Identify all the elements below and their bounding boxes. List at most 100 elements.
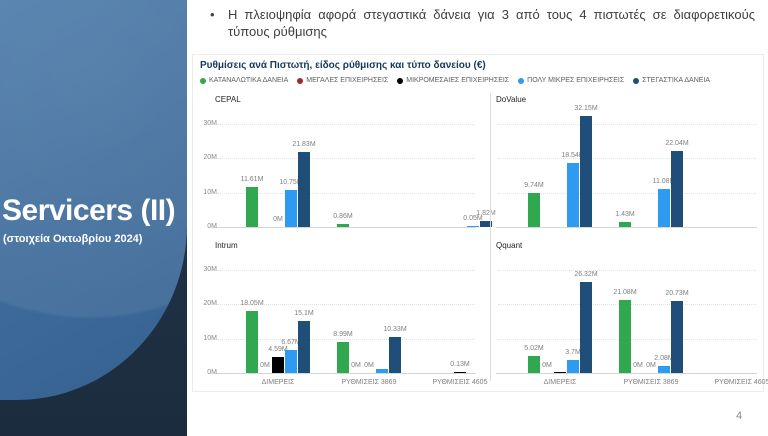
legend-item[interactable]: ΣΤΕΓΑΣΤΙΚΑ ΔΑΝΕΙΑ (633, 77, 710, 84)
bar[interactable] (554, 371, 566, 373)
bar-value-label: 6.67M (281, 338, 301, 346)
gridline (217, 158, 475, 159)
bar-value-label: 1.82M (476, 209, 496, 217)
bar[interactable] (528, 355, 540, 373)
legend-label: ΚΑΤΑΝΑΛΩΤΙΚΑ ΔΑΝΕΙΑ (209, 77, 289, 84)
bar-value-label: 0.86M (333, 213, 353, 221)
y-axis-tick-label: 30M (203, 119, 217, 127)
bar[interactable] (567, 163, 579, 227)
x-axis-category-label: ΡΥΘΜΙΣΕΙΣ 4605 (714, 379, 768, 386)
y-axis-tick-label: 20M (203, 154, 217, 161)
gridline (217, 269, 475, 271)
bar[interactable] (480, 220, 492, 227)
x-axis-category-label: ΡΥΘΜΙΣΕΙΣ 3869 (623, 379, 679, 386)
facet-title: Intrum (215, 241, 238, 250)
bar[interactable] (467, 226, 479, 227)
y-axis-tick-label: 10M (203, 334, 217, 342)
bar-value-label: 10.33M (383, 326, 407, 334)
bar[interactable] (580, 116, 592, 227)
bar-value-label: 0.05M (463, 215, 483, 222)
bar-value-label: 8.99M (333, 330, 353, 338)
gridline (498, 269, 756, 271)
legend-item[interactable]: ΜΕΓΑΛΕΣ ΕΠΙΧΕΙΡΗΣΕΙΣ (297, 77, 388, 84)
legend-item[interactable]: ΚΑΤΑΝΑΛΩΤΙΚΑ ΔΑΝΕΙΑ (200, 77, 288, 84)
bar-value-label: 21.08M (613, 289, 637, 297)
bullet-item: • Η πλειοψηφία αφορά στεγαστικά δάνεια γ… (210, 6, 755, 40)
slide-subtitle: (στοιχεία Οκτωβρίου 2024) (3, 233, 143, 245)
page-number: 4 (736, 410, 743, 422)
facet-column-divider (490, 93, 491, 381)
gridline (217, 338, 475, 340)
bar[interactable] (671, 301, 683, 373)
x-axis-category-label: ΡΥΘΜΙΣΕΙΣ 4605 (432, 379, 488, 386)
bar[interactable] (337, 341, 349, 373)
x-axis-line (496, 227, 757, 228)
x-axis-line (215, 373, 476, 374)
bar[interactable] (528, 193, 540, 227)
bar[interactable] (658, 188, 670, 227)
x-axis-category-label: ΔΙΜΕΡΕΙΣ (543, 379, 577, 386)
bar-value-label: 10.75M (279, 178, 303, 186)
bar-value-label: 15.1M (294, 309, 314, 317)
y-axis-tick-label: 0M (207, 223, 217, 230)
bar[interactable] (285, 349, 297, 373)
gridline (498, 123, 756, 125)
bar[interactable] (376, 369, 388, 373)
bar-value-label: 0M (364, 362, 374, 369)
legend-label: ΣΤΕΓΑΣΤΙΚΑ ΔΑΝΕΙΑ (642, 77, 711, 84)
bar[interactable] (337, 224, 349, 227)
bar[interactable] (246, 186, 258, 227)
bar-value-label: 18.05M (240, 299, 264, 307)
bar[interactable] (619, 222, 631, 227)
bar[interactable] (658, 365, 670, 373)
bar-value-label: 0M (351, 362, 361, 369)
bar[interactable] (580, 282, 592, 373)
gridline (217, 304, 475, 305)
legend-color-dot (518, 77, 525, 84)
y-axis-tick-label: 10M (203, 188, 217, 196)
bar-value-label: 0.13M (450, 361, 470, 368)
y-axis-tick-label: 20M (203, 300, 217, 307)
gridline (217, 192, 475, 194)
chart-legend: ΚΑΤΑΝΑΛΩΤΙΚΑ ΔΑΝΕΙΑ ΜΕΓΑΛΕΣ ΕΠΙΧΕΙΡΗΣΕΙΣ Μ… (200, 77, 710, 84)
bar-value-label: 20.73M (665, 290, 689, 298)
x-axis-category-label: ΔΙΜΕΡΕΙΣ (261, 379, 295, 386)
bar[interactable] (246, 310, 258, 373)
chart-canvas: Ρυθμίσεις ανά Πιστωτή, είδος ρύθμισης κα… (193, 55, 768, 391)
bar[interactable] (619, 300, 631, 373)
gridline (498, 192, 756, 194)
bar[interactable] (454, 372, 466, 373)
legend-color-dot (397, 77, 404, 84)
bar-value-label: 0M (633, 362, 643, 369)
bullet-icon: • (210, 7, 215, 22)
bar-value-label: 0M (260, 362, 270, 369)
bar[interactable] (298, 151, 310, 227)
bullet-text: Η πλειοψηφία αφορά στεγαστικά δάνεια για… (228, 7, 755, 39)
bar[interactable] (567, 360, 579, 373)
bar[interactable] (298, 320, 310, 373)
bar-value-label: 1.43M (615, 211, 635, 219)
bar[interactable] (285, 189, 297, 227)
y-axis-tick-label: 30M (203, 265, 217, 273)
legend-item[interactable]: ΠΟΛΥ ΜΙΚΡΕΣ ΕΠΙΧΕΙΡΗΣΕΙΣ (518, 77, 624, 84)
x-axis-line (215, 227, 476, 228)
x-axis-line (496, 373, 757, 374)
bar-value-label: 26.32M (574, 271, 598, 279)
bar[interactable] (389, 337, 401, 373)
bar[interactable] (272, 357, 284, 373)
bar-value-label: 2.08M (654, 354, 674, 362)
x-axis-category-label: ΡΥΘΜΙΣΕΙΣ 3869 (341, 379, 397, 386)
bar-value-label: 0M (646, 362, 656, 369)
gridline (498, 158, 756, 159)
legend-item[interactable]: ΜΙΚΡΟΜΕΣΑΙΕΣ ΕΠΙΧΕΙΡΗΣΕΙΣ (397, 77, 509, 84)
bar-value-label: 3.7M (565, 349, 581, 357)
chart-visual: Ρυθμίσεις ανά Πιστωτή, είδος ρύθμισης κα… (192, 54, 768, 392)
legend-label: ΜΕΓΑΛΕΣ ΕΠΙΧΕΙΡΗΣΕΙΣ (306, 77, 389, 84)
bar-value-label: 18.54M (561, 152, 585, 160)
legend-label: ΠΟΛΥ ΜΙΚΡΕΣ ΕΠΙΧΕΙΡΗΣΕΙΣ (527, 77, 625, 84)
bar[interactable] (671, 150, 683, 227)
facet-title: DoValue (496, 95, 527, 104)
legend-color-dot (297, 77, 304, 84)
bar-value-label: 22.04M (665, 139, 689, 147)
